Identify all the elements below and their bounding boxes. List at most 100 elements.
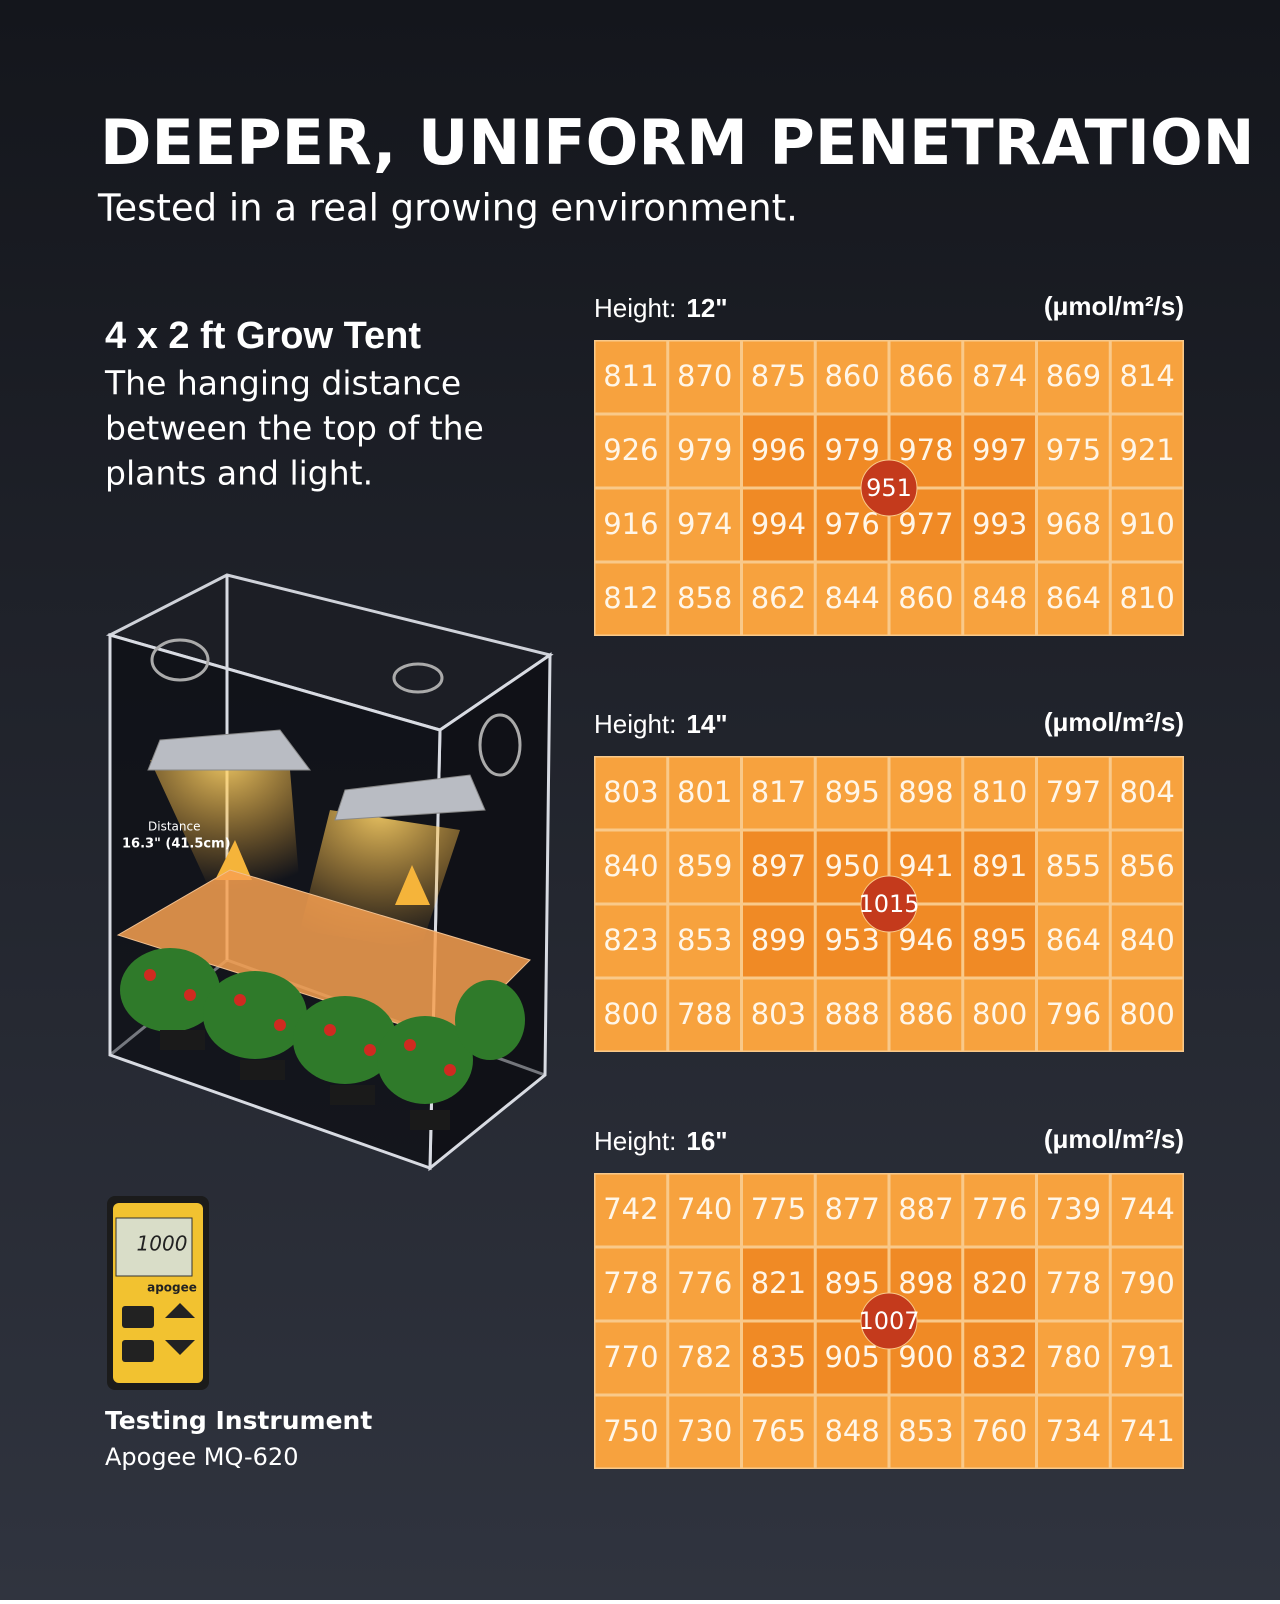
cell: [1111, 831, 1183, 903]
cell: [1038, 1174, 1109, 1246]
cell: [743, 489, 814, 561]
cell: [743, 757, 814, 829]
cell-value: 821: [751, 1266, 806, 1300]
cell: [595, 1396, 667, 1468]
cell: [1111, 415, 1183, 487]
cell-value: 976: [824, 507, 879, 541]
cell: [1038, 415, 1109, 487]
cell-value: 997: [972, 433, 1027, 467]
cell-value: 848: [824, 1414, 879, 1448]
cell: [890, 563, 962, 635]
cell-value: 977: [898, 507, 953, 541]
cell: [669, 831, 740, 903]
cell: [816, 1174, 888, 1246]
cell-value: 950: [824, 849, 879, 883]
tent-description: plants and light.: [105, 454, 373, 493]
height-label: Height: 12": [594, 293, 728, 323]
cell-value: 979: [677, 433, 732, 467]
cell-value: 823: [603, 923, 658, 957]
cell-value: 730: [677, 1414, 732, 1448]
cell-value: 870: [677, 359, 732, 393]
cell-value: 800: [972, 997, 1027, 1031]
cell-value: 832: [972, 1340, 1027, 1374]
cell: [1038, 1248, 1109, 1320]
cell: [1038, 757, 1109, 829]
center-value: 1015: [858, 890, 919, 918]
cell-value: 810: [1119, 581, 1174, 615]
cell-value: 800: [1119, 997, 1174, 1031]
cell: [964, 1248, 1035, 1320]
cell-value: 835: [751, 1340, 806, 1374]
cell-value: 804: [1119, 775, 1174, 809]
cell: [743, 1322, 814, 1394]
cell-value: 898: [898, 1266, 953, 1300]
cell-value: 848: [972, 581, 1027, 615]
cell: [743, 563, 814, 635]
cell: [964, 1174, 1035, 1246]
instrument-name: Apogee MQ-620: [105, 1443, 298, 1471]
cell: [890, 341, 962, 413]
cell: [669, 341, 740, 413]
cell-value: 778: [603, 1266, 658, 1300]
height-prefix: Height:: [594, 293, 676, 323]
cell-value: 853: [677, 923, 732, 957]
cell-value: 899: [751, 923, 806, 957]
cell-value: 994: [751, 507, 806, 541]
cell: [816, 979, 888, 1051]
cell-value: 820: [972, 1266, 1027, 1300]
cell-value: 866: [898, 359, 953, 393]
cell-value: 776: [677, 1266, 732, 1300]
cell-value: 741: [1119, 1414, 1174, 1448]
cell: [964, 905, 1035, 977]
cell-value: 898: [898, 775, 953, 809]
cell: [816, 341, 888, 413]
cell: [1111, 905, 1183, 977]
cell-value: 946: [898, 923, 953, 957]
cell: [890, 757, 962, 829]
cell-value: 844: [824, 581, 879, 615]
cell: [1111, 563, 1183, 635]
height-prefix: Height:: [594, 1126, 676, 1156]
cell: [669, 415, 740, 487]
cell: [743, 979, 814, 1051]
height-value: 12": [686, 293, 727, 323]
cell-value: 790: [1119, 1266, 1174, 1300]
cell-value: 897: [751, 849, 806, 883]
cell-value: 734: [1046, 1414, 1101, 1448]
height-value: 14": [686, 709, 727, 739]
cell-value: 864: [1046, 581, 1101, 615]
cell-value: 803: [603, 775, 658, 809]
cell-value: 900: [898, 1340, 953, 1374]
cell: [669, 489, 740, 561]
cell: [1111, 1322, 1183, 1394]
cell-value: 740: [677, 1192, 732, 1226]
center-value: 1007: [858, 1307, 919, 1335]
cell: [890, 1396, 962, 1468]
cell: [669, 1248, 740, 1320]
cell: [1111, 979, 1183, 1051]
cell-value: 888: [824, 997, 879, 1031]
cell-value: 803: [751, 997, 806, 1031]
height-label: Height: 16": [594, 1126, 728, 1156]
center-value: 951: [866, 474, 912, 502]
cell-value: 840: [603, 849, 658, 883]
cell: [1038, 563, 1109, 635]
cell-value: 742: [603, 1192, 658, 1226]
cell: [743, 1248, 814, 1320]
cell-value: 801: [677, 775, 732, 809]
cell-value: 864: [1046, 923, 1101, 957]
cell-value: 797: [1046, 775, 1101, 809]
height-label: Height: 14": [594, 709, 728, 739]
cell: [595, 415, 667, 487]
cell-value: 788: [677, 997, 732, 1031]
cell-value: 895: [972, 923, 1027, 957]
cell-value: 941: [898, 849, 953, 883]
cell-value: 776: [972, 1192, 1027, 1226]
cell: [743, 1174, 814, 1246]
height-prefix: Height:: [594, 709, 676, 739]
cell: [964, 1396, 1035, 1468]
cell: [669, 1396, 740, 1468]
instrument-title: Testing Instrument: [105, 1406, 372, 1435]
cell-value: 916: [603, 507, 658, 541]
cell: [964, 563, 1035, 635]
